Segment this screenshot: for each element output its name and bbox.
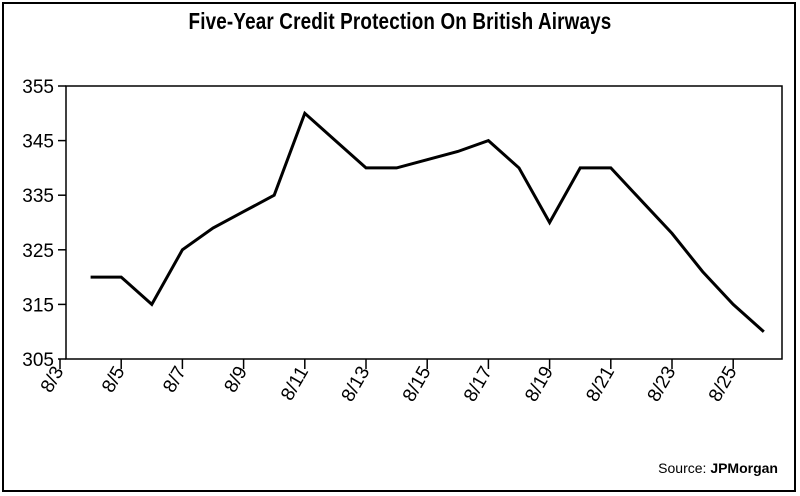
series-line	[90, 110, 765, 333]
y-tick-label: 325	[22, 241, 54, 262]
x-tick-label: 8/21	[582, 363, 619, 406]
x-tick-label: 8/19	[521, 363, 558, 406]
source-note: Source: JPMorgan	[658, 460, 778, 476]
x-tick-label: 8/9	[221, 363, 252, 396]
x-tick-label: 8/7	[159, 363, 190, 396]
y-tick-label: 335	[22, 186, 54, 207]
y-tick-label: 345	[22, 132, 54, 153]
y-tick-label: 315	[22, 295, 54, 316]
source-label: Source:	[658, 460, 707, 476]
chart-title: Five-Year Credit Protection On British A…	[188, 8, 612, 34]
x-tick-label: 8/11	[277, 363, 313, 404]
x-tick-label: 8/17	[460, 363, 497, 406]
y-tick-label: 355	[22, 77, 54, 98]
x-tick-label: 8/13	[338, 363, 375, 406]
plot-border	[65, 85, 783, 360]
source-name: JPMorgan	[710, 460, 778, 476]
x-tick-label: 8/15	[399, 363, 436, 406]
y-tick-label: 305	[22, 350, 54, 371]
x-tick-label: 8/23	[644, 363, 681, 406]
x-tick-label: 8/5	[98, 363, 129, 396]
x-tick-label: 8/25	[705, 363, 742, 406]
